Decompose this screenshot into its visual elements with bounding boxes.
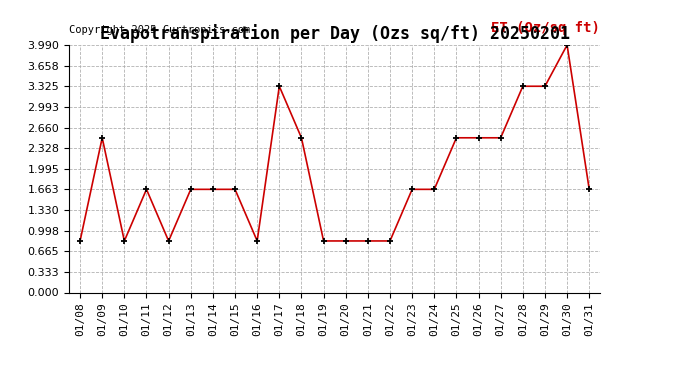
Title: Evapotranspiration per Day (Ozs sq/ft) 20250201: Evapotranspiration per Day (Ozs sq/ft) 2… [99, 24, 570, 44]
Text: ET (Oz/sq ft): ET (Oz/sq ft) [491, 21, 600, 35]
Text: Copyright 2025 Curtronics.com: Copyright 2025 Curtronics.com [69, 25, 250, 35]
